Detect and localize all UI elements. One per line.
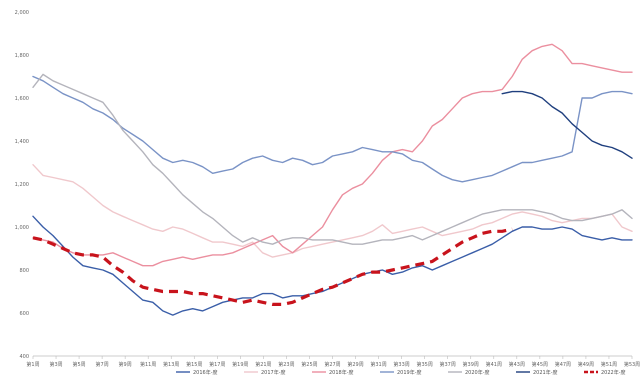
y-tick-label: 1,800: [15, 53, 29, 59]
x-tick-label: 第47周: [555, 361, 571, 368]
y-tick-label: 600: [19, 311, 29, 317]
x-tick-label: 第19周: [232, 361, 248, 368]
legend-label: 2018年-度: [329, 369, 354, 376]
x-tick-label: 第45周: [532, 361, 548, 368]
x-tick-label: 第37周: [440, 361, 456, 368]
legend-label: 2021年-度: [533, 369, 558, 376]
series-line-1: [32, 215, 633, 316]
y-tick-label: 1,400: [15, 139, 29, 145]
legend-label: 2022年-度: [601, 369, 626, 376]
x-tick-label: 第13周: [163, 361, 179, 368]
x-tick-label: 第35周: [416, 361, 432, 368]
x-axis: 第1周 第3周 第5周 第7周 第9周 第11周 第13周 第15周 第17周 第19周 第21周第…: [26, 355, 640, 368]
y-axis-ticks: 400 600 800 1,000 1,200 1,400 1,600 1,800 2,000: [15, 10, 29, 360]
x-tick-label: 第15周: [186, 361, 202, 368]
x-tick-label: 第7周: [96, 361, 109, 368]
x-tick-label: 第27周: [324, 361, 340, 368]
series-line-3: [32, 43, 633, 267]
x-tick-label: 第33周: [393, 361, 409, 368]
series-line-5: [32, 73, 633, 245]
legend-label: 2017年-度: [261, 369, 286, 376]
x-tick-label: 第43周: [509, 361, 525, 368]
x-tick-label: 第17周: [209, 361, 225, 368]
x-tick-label: 第21周: [255, 361, 271, 368]
y-tick-label: 2,000: [15, 10, 29, 16]
x-tick-label: 第25周: [301, 361, 317, 368]
y-tick-label: 1,000: [15, 225, 29, 231]
x-tick-label: 第39周: [463, 361, 479, 368]
x-tick-label: 第31周: [370, 361, 386, 368]
x-tick-label: 第53周: [624, 361, 640, 368]
x-tick-label: 第5周: [72, 361, 85, 368]
x-tick-label: 第29周: [347, 361, 363, 368]
y-tick-label: 800: [19, 268, 29, 274]
legend-label: 2019年-度: [397, 369, 422, 376]
series-line-6: [501, 90, 633, 159]
x-tick-label: 第23周: [278, 361, 294, 368]
x-tick-label: 第3周: [49, 361, 62, 368]
x-tick-label: 第1周: [26, 361, 39, 368]
x-tick-label: 第49周: [578, 361, 594, 368]
series-line-4: [32, 75, 633, 183]
y-tick-label: 400: [19, 354, 29, 360]
series-line-2: [32, 164, 633, 258]
legend: 2016年-度 2017年-度 2018年-度 2019年-度 2020年-度 2021年…: [176, 369, 626, 376]
series-lines: [32, 43, 633, 316]
x-tick-label: 第9周: [119, 361, 132, 368]
series-line-7: [32, 227, 513, 306]
y-tick-label: 1,200: [15, 182, 29, 188]
x-tick-label: 第41周: [486, 361, 502, 368]
legend-label: 2016年-度: [193, 369, 218, 376]
x-tick-label: 第51周: [601, 361, 617, 368]
x-tick-label: 第11周: [140, 361, 156, 368]
legend-label: 2020年-度: [465, 369, 490, 376]
y-tick-label: 1,600: [15, 96, 29, 102]
